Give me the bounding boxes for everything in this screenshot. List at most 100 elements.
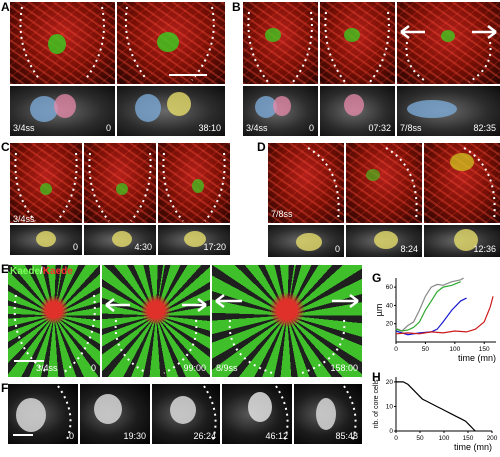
series-line (395, 296, 494, 335)
panel-e-image-3: 8/9ss 158:00 (212, 265, 362, 377)
time-label: 26:24 (193, 431, 216, 441)
time-label: 17:20 (203, 242, 226, 252)
panel-a-inset-2: 38:10 (117, 86, 225, 136)
cell-blue (135, 94, 161, 122)
x-tick-label: 50 (422, 346, 430, 353)
time-label: 46:12 (265, 431, 288, 441)
panel-a-image-2 (117, 2, 225, 84)
green-cell (344, 28, 360, 42)
time-label: 12:36 (473, 244, 496, 254)
x-tick-label: 100 (439, 435, 450, 442)
panel-b-image-1 (243, 2, 318, 84)
green-cell (116, 183, 128, 195)
panel-label-d: D (257, 140, 266, 154)
legend-separator: / (40, 266, 43, 277)
stage-label: 7/8ss (400, 123, 422, 133)
y-axis-label: µm (374, 304, 384, 317)
x-axis-label: time (mn) (454, 442, 492, 452)
time-label: 0 (334, 244, 340, 254)
cell-yellow (36, 231, 56, 247)
cell-blue (255, 96, 277, 118)
y-tick-label: 10 (386, 403, 394, 410)
green-cell (48, 34, 66, 54)
panel-label-c: C (1, 140, 10, 154)
embryo-outline (13, 294, 96, 374)
cell-white (170, 396, 196, 424)
x-tick-label: 0 (394, 346, 398, 353)
embryo-outline (57, 385, 72, 443)
cell-yellow (112, 231, 132, 247)
cell-blue (30, 96, 58, 122)
stage-label: 3/4ss (13, 123, 35, 133)
embryo-outline (203, 385, 217, 443)
x-tick-label: 100 (449, 346, 460, 353)
panel-c-image-2 (84, 143, 156, 223)
stage-label: 3/4ss (13, 214, 35, 224)
panel-label-g: G (372, 271, 382, 285)
embryo-outline (307, 147, 340, 222)
x-tick-label: 50 (416, 435, 424, 442)
time-label: 158:00 (330, 363, 358, 373)
panel-c-inset-1: 0 (10, 225, 82, 255)
cell-white (316, 398, 336, 430)
time-label: 0 (68, 431, 74, 441)
series-line (396, 381, 476, 432)
panel-d-inset-2: 8:24 (346, 225, 422, 257)
panel-label-e: E (1, 262, 10, 276)
cell-pink (54, 94, 76, 118)
green-cell (441, 30, 455, 42)
series-line (395, 281, 461, 332)
arrow-icon (105, 298, 207, 374)
embryo-outline (463, 147, 496, 222)
panel-label-b: B (232, 0, 241, 14)
cell-white (94, 394, 122, 424)
panel-e-image-2: 99:00 (102, 265, 210, 377)
x-tick-label: 150 (479, 346, 490, 353)
x-tick-label: 150 (463, 435, 474, 442)
cell-yellow (167, 92, 191, 116)
panel-b-image-2 (320, 2, 395, 84)
panel-d-image-1: 7/8ss (268, 143, 344, 223)
embryo-outline (124, 6, 215, 81)
cell-yellow (454, 229, 478, 251)
panel-label-a: A (1, 0, 10, 14)
series-line (395, 277, 464, 332)
green-cell (40, 183, 52, 195)
time-label: 99:00 (183, 363, 206, 373)
series-line (395, 297, 467, 336)
panel-b-inset-2: 07:32 (320, 86, 395, 136)
time-label: 19:30 (123, 431, 146, 441)
cell-yellow (296, 233, 322, 251)
y-tick-label: 40 (386, 302, 394, 309)
embryo-outline (324, 11, 390, 83)
y-tick-label: 20 (386, 379, 394, 386)
panel-label-h: H (372, 370, 381, 384)
time-label: 8:24 (400, 244, 418, 254)
x-tick-label: 200 (487, 435, 498, 442)
embryo-outline (19, 6, 105, 81)
panel-b-image-3 (397, 2, 500, 84)
cell-pink (344, 94, 364, 116)
panel-d-image-3 (424, 143, 500, 223)
y-tick-label: 20 (386, 321, 394, 328)
chart-g: 0 50 100 150 20 40 60 time (mn) µm (374, 277, 496, 363)
time-label: 82:35 (473, 123, 496, 133)
embryo-outline (343, 385, 357, 443)
x-axis-label: time (mn) (458, 353, 496, 363)
scale-bar (13, 434, 33, 436)
embryo-outline (162, 152, 226, 222)
y-axis-label: nb. of core cells (373, 379, 380, 429)
time-label: 0 (72, 242, 78, 252)
time-label: 0 (308, 123, 314, 133)
scale-bar (169, 74, 207, 76)
legend-green: Kaede (10, 266, 41, 277)
embryo-outline (385, 147, 418, 222)
panel-a-image-1 (10, 2, 115, 84)
panel-b-inset-3: 7/8ss 82:35 (397, 86, 500, 136)
panel-d-image-2 (346, 143, 422, 223)
green-cell (265, 28, 281, 42)
time-label: 38:10 (198, 123, 221, 133)
time-label: 07:32 (368, 123, 391, 133)
panel-b-inset-1: 3/4ss 0 (243, 86, 318, 136)
green-cell (157, 32, 179, 52)
